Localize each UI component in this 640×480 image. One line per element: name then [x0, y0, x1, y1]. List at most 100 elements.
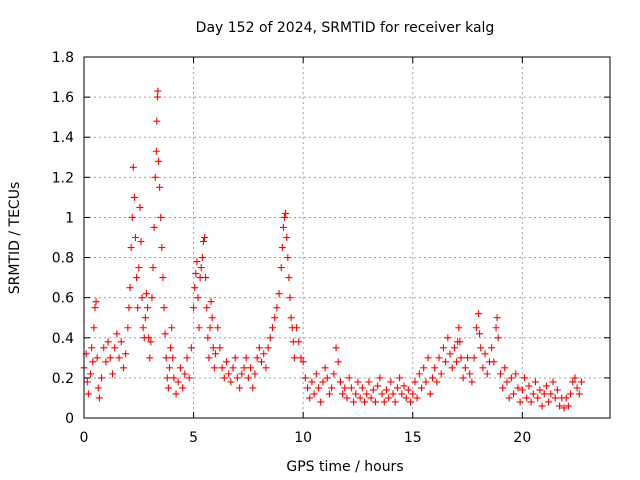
data-point: [199, 238, 207, 246]
data-point: [468, 378, 476, 386]
data-point: [157, 213, 165, 221]
data-point: [358, 384, 366, 392]
y-tick-label: 0: [65, 411, 74, 427]
data-point: [266, 334, 274, 342]
data-point: [160, 304, 168, 312]
data-point: [293, 324, 301, 332]
data-point: [151, 173, 159, 181]
data-point: [138, 294, 146, 302]
data-point: [319, 378, 327, 386]
data-point: [437, 370, 445, 378]
data-point: [385, 394, 393, 402]
data-point: [393, 384, 401, 392]
data-point: [153, 117, 161, 125]
data-point: [501, 364, 509, 372]
data-point: [111, 344, 119, 352]
y-tick-label: 1.8: [52, 50, 74, 66]
data-point: [240, 364, 248, 372]
data-point: [126, 284, 134, 292]
y-tick-label: 1: [65, 210, 74, 226]
data-point: [190, 304, 198, 312]
data-point: [459, 374, 467, 382]
data-point: [499, 384, 507, 392]
data-point: [214, 324, 222, 332]
data-point: [119, 364, 127, 372]
data-point: [396, 374, 404, 382]
data-point: [404, 386, 412, 394]
data-point: [494, 334, 502, 342]
data-point: [453, 358, 461, 366]
data-point: [258, 358, 266, 366]
data-point: [380, 398, 388, 406]
data-point: [84, 390, 92, 398]
data-point: [481, 350, 489, 358]
data-point: [317, 398, 325, 406]
data-point: [279, 223, 287, 231]
data-point: [91, 304, 99, 312]
data-point: [483, 370, 491, 378]
data-point: [503, 378, 511, 386]
data-point: [339, 390, 347, 398]
data-point: [328, 384, 336, 392]
data-point: [418, 384, 426, 392]
data-point: [476, 330, 484, 338]
data-point: [310, 390, 318, 398]
data-point: [578, 378, 586, 386]
data-point: [387, 378, 395, 386]
data-point: [198, 254, 206, 262]
x-tick-label: 5: [189, 430, 198, 446]
data-point: [492, 324, 500, 332]
data-point: [164, 384, 172, 392]
data-point: [124, 324, 132, 332]
data-point: [553, 386, 561, 394]
data-point: [220, 374, 228, 382]
data-point: [264, 344, 272, 352]
data-point: [488, 344, 496, 352]
data-point: [361, 398, 369, 406]
data-point: [137, 238, 145, 246]
data-point: [439, 344, 447, 352]
data-point: [389, 390, 397, 398]
data-point: [411, 378, 419, 386]
data-point: [413, 394, 421, 402]
data-point: [147, 338, 155, 346]
data-point: [435, 354, 443, 362]
data-point: [128, 213, 136, 221]
data-point: [88, 344, 96, 352]
data-point: [575, 390, 583, 398]
y-tick-label: 0.6: [52, 291, 74, 307]
data-point: [283, 234, 291, 241]
data-point: [145, 334, 153, 342]
data-point: [216, 344, 224, 352]
data-point: [290, 354, 298, 362]
y-tick-label: 0.8: [52, 251, 74, 267]
data-point: [376, 374, 384, 382]
data-point: [273, 304, 281, 312]
data-point: [167, 344, 175, 352]
data-point: [209, 344, 217, 352]
data-point: [236, 384, 244, 392]
data-point: [282, 209, 290, 217]
data-point: [191, 284, 199, 292]
data-point: [347, 384, 355, 392]
x-tick-label: 20: [513, 430, 531, 446]
data-point: [244, 374, 252, 382]
data-point: [493, 314, 501, 322]
data-point: [132, 234, 140, 241]
y-axis-label: SRMTID / TECUs: [7, 182, 23, 295]
data-point: [183, 354, 191, 362]
data-point: [208, 314, 216, 322]
data-point: [134, 304, 142, 312]
data-points: [80, 87, 586, 412]
data-point: [172, 390, 180, 398]
plot-frame: [83, 56, 611, 419]
data-point: [545, 398, 553, 406]
grid-lines: [84, 57, 610, 418]
data-point: [247, 364, 255, 372]
data-point: [507, 374, 515, 382]
x-axis-label: GPS time / hours: [286, 459, 403, 475]
data-point: [168, 324, 176, 332]
data-point: [490, 358, 498, 366]
data-point: [461, 364, 469, 372]
